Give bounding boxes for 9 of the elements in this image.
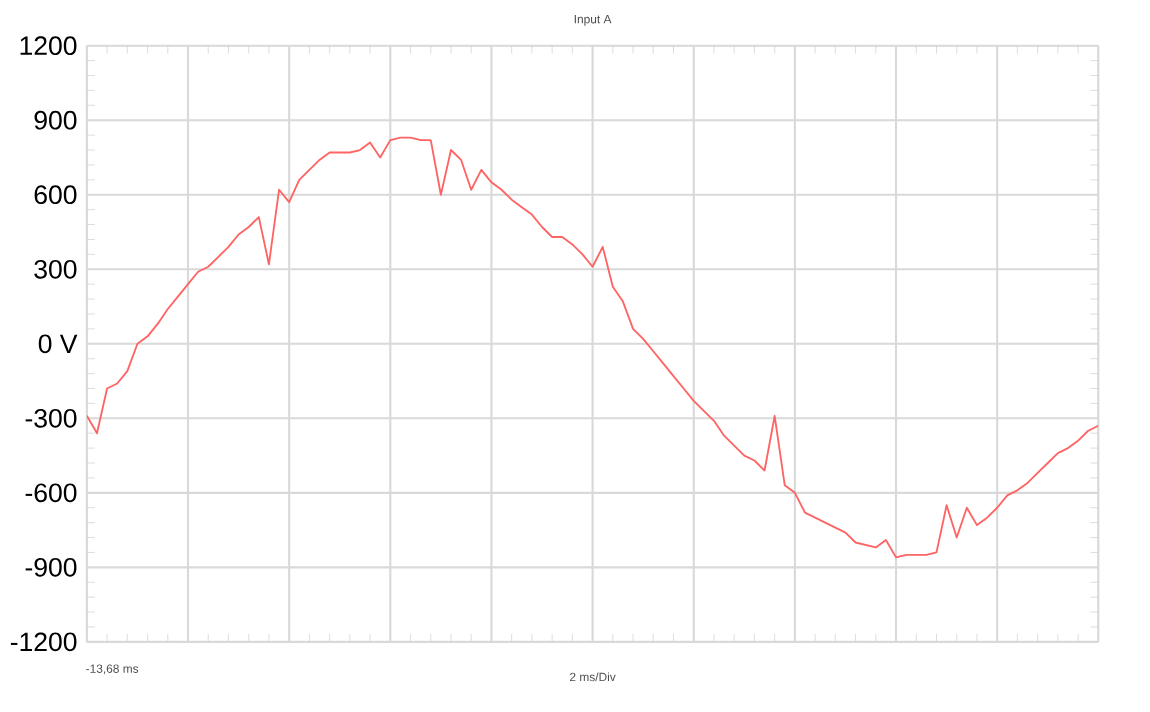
y-tick-label: 0 V <box>38 334 78 354</box>
y-tick-label: 300 <box>34 260 77 279</box>
y-tick-label: 1200 <box>20 36 77 56</box>
y-tick-label: -900 <box>25 558 77 577</box>
y-tick-label: 600 <box>34 185 77 205</box>
y-tick-label: 900 <box>34 111 77 130</box>
y-tick-label: -300 <box>25 409 77 428</box>
y-tick-label: -600 <box>25 483 77 503</box>
y-tick-label: -1200 <box>10 632 77 652</box>
